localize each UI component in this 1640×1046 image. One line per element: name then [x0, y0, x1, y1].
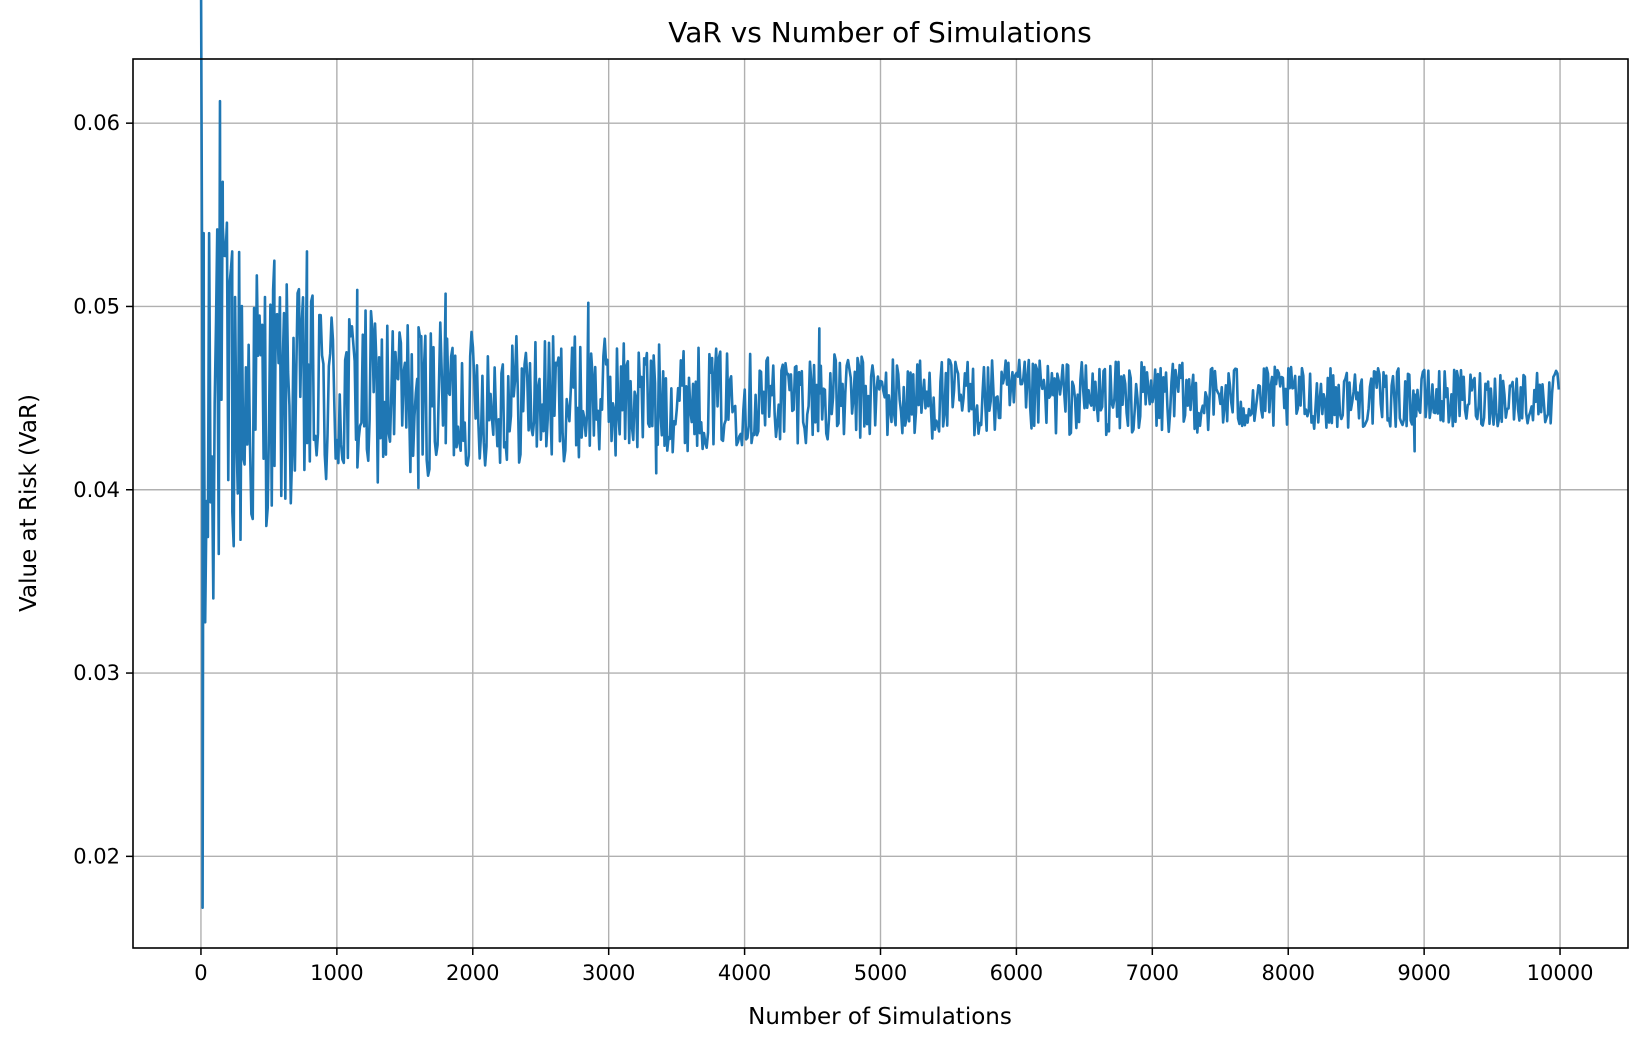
x-tick-label: 6000 [990, 961, 1043, 985]
y-tick-label: 0.02 [73, 844, 120, 868]
y-tick-label: 0.05 [73, 294, 120, 318]
series-line-0 [199, 0, 1561, 909]
x-tick-label: 0 [194, 961, 207, 985]
y-tick-label: 0.04 [73, 478, 120, 502]
x-tick-label: 2000 [446, 961, 499, 985]
x-tick-label: 9000 [1397, 961, 1450, 985]
series-layer [199, 0, 1561, 909]
chart-title: VaR vs Number of Simulations [668, 16, 1092, 49]
x-tick-label: 3000 [582, 961, 635, 985]
x-tick-label: 5000 [854, 961, 907, 985]
axis-ticks: 0 1000 2000 3000 4000 5000 6000 7000 8000 9000 100… [73, 111, 1593, 985]
x-axis-label: Number of Simulations [748, 1004, 1012, 1030]
y-tick-label: 0.06 [73, 111, 120, 135]
x-tick-label: 7000 [1126, 961, 1179, 985]
x-tick-label: 10000 [1527, 961, 1594, 985]
x-tick-label: 8000 [1262, 961, 1315, 985]
grid-lines [133, 59, 1628, 948]
x-tick-label: 4000 [718, 961, 771, 985]
x-tick-label: 1000 [310, 961, 363, 985]
y-tick-label: 0.03 [73, 661, 120, 685]
y-axis-label: Value at Risk (VaR) [16, 394, 42, 612]
